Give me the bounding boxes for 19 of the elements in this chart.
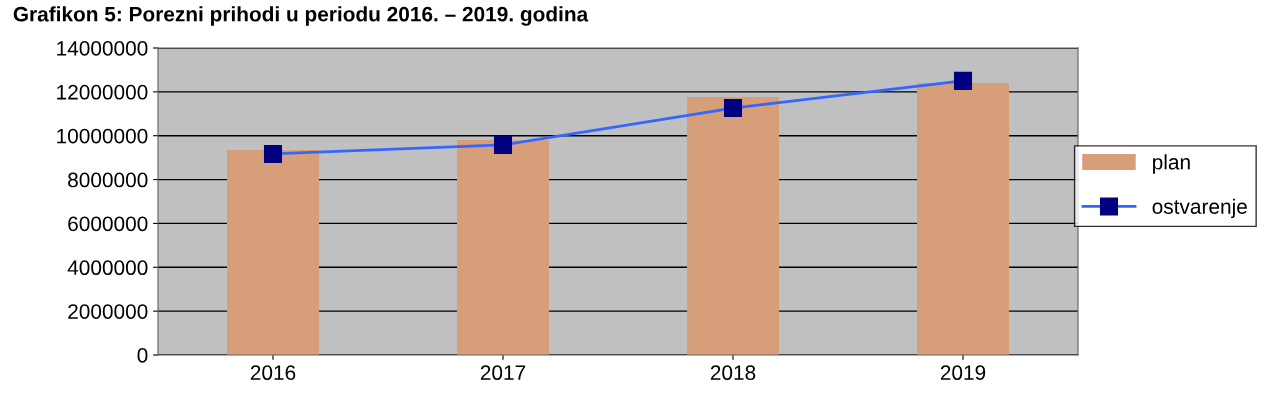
x-tick-label: 2016 <box>250 365 296 381</box>
x-tick-label: 2017 <box>480 365 526 381</box>
y-tick-label: 14000000 <box>57 41 148 56</box>
y-tick-label: 0 <box>137 348 148 363</box>
y-tick-label: 12000000 <box>57 84 148 100</box>
y-tick-label: 6000000 <box>68 216 148 232</box>
y-tick-label: 10000000 <box>57 128 148 144</box>
y-tick-label: 2000000 <box>68 304 148 319</box>
chart-title: Grafikon 5: Porezni prihodi u periodu 2016. – 2019. godina <box>13 6 589 26</box>
y-tick-label: 4000000 <box>67 260 148 276</box>
bar <box>917 83 1009 355</box>
bar <box>687 97 779 355</box>
legend-label: ostvarenje <box>1152 198 1247 219</box>
bar <box>457 140 549 355</box>
legend-label: plan <box>1153 154 1190 174</box>
x-tick-label: 2019 <box>940 365 986 381</box>
y-tick-label: 8000000 <box>68 172 148 188</box>
bar <box>227 149 319 355</box>
x-tick-label: 2018 <box>710 365 756 381</box>
